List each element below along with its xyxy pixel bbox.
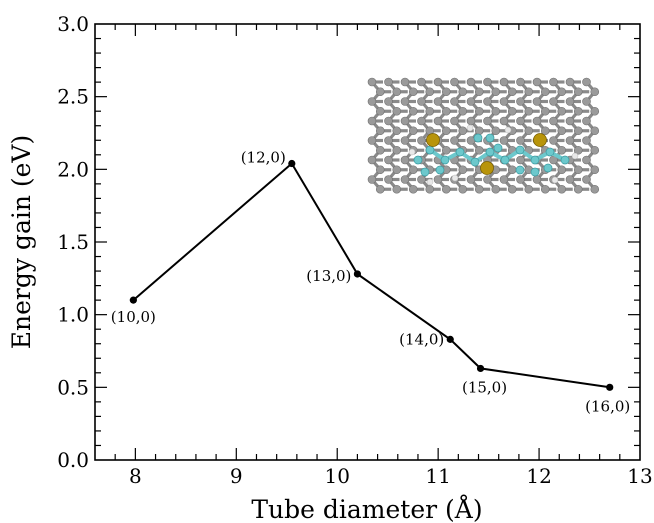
y-tick-label: 2.0 bbox=[57, 157, 89, 181]
data-point bbox=[606, 383, 614, 391]
point-label: (10,0) bbox=[111, 308, 156, 326]
y-tick-label: 3.0 bbox=[57, 12, 89, 36]
molecule-inset-image bbox=[367, 77, 600, 194]
data-point bbox=[129, 296, 137, 304]
series-line bbox=[132, 161, 610, 389]
x-tick-label: 11 bbox=[425, 464, 450, 488]
data-point bbox=[476, 364, 485, 373]
y-tick-label: 0.0 bbox=[57, 448, 89, 472]
sulfur-atom bbox=[480, 161, 494, 175]
point-label: (15,0) bbox=[462, 378, 507, 396]
x-tick-label: 10 bbox=[324, 464, 349, 488]
data-point bbox=[353, 270, 362, 278]
point-label: (16,0) bbox=[585, 397, 630, 415]
point-label: (13,0) bbox=[306, 267, 351, 285]
point-label: (12,0) bbox=[241, 149, 286, 167]
data-point bbox=[288, 159, 296, 168]
sulfur-atom bbox=[426, 133, 440, 147]
data-points bbox=[129, 159, 614, 391]
x-tick-label: 9 bbox=[230, 464, 243, 488]
data-point bbox=[446, 335, 454, 343]
adsorbed-molecule bbox=[408, 124, 579, 186]
x-axis-title: Tube diameter (Å) bbox=[251, 494, 482, 523]
x-tick-label: 8 bbox=[129, 464, 142, 488]
point-label: (14,0) bbox=[399, 330, 444, 348]
x-tick-label: 12 bbox=[526, 464, 551, 488]
nanotube-atoms bbox=[367, 77, 600, 194]
y-tick-label: 1.5 bbox=[57, 230, 89, 254]
point-labels: (10,0) (12,0) (13,0) (14,0) (15,0) (16,0) bbox=[111, 149, 630, 416]
axis-ticks bbox=[95, 24, 640, 460]
y-tick-labels: 0.0 0.5 1.0 1.5 2.0 2.5 3.0 bbox=[57, 12, 89, 472]
sulfur-atom bbox=[533, 133, 547, 147]
y-axis-title: Energy gain (eV) bbox=[7, 135, 36, 349]
x-tick-label: 13 bbox=[627, 464, 652, 488]
x-tick-labels: 8 9 10 11 12 13 bbox=[129, 464, 653, 488]
y-tick-label: 1.0 bbox=[57, 303, 89, 327]
y-tick-label: 2.5 bbox=[57, 85, 89, 109]
y-tick-label: 0.5 bbox=[57, 375, 89, 399]
